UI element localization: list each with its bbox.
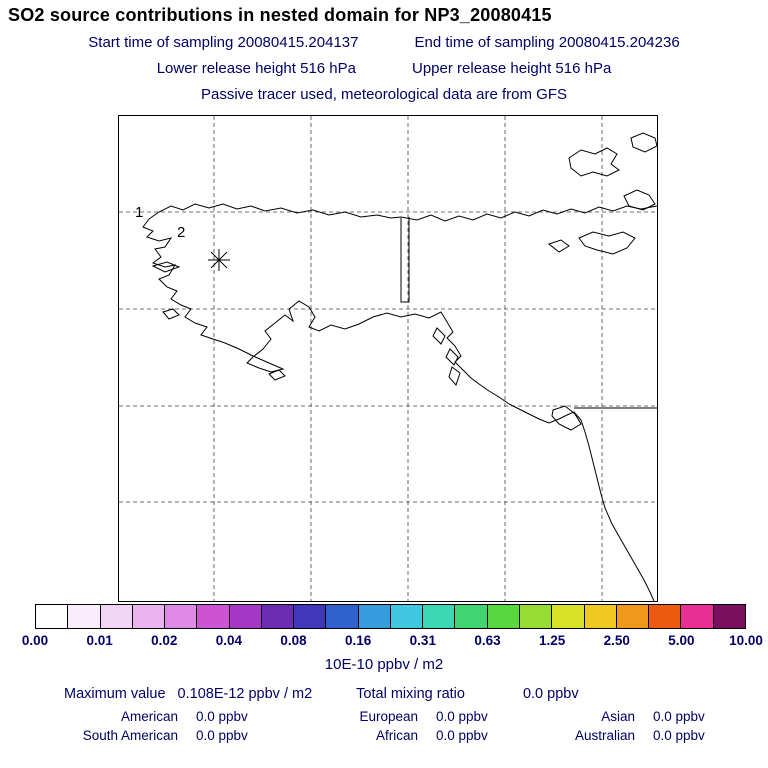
colorbar-tick-label: 0.08: [280, 633, 307, 648]
colorbar-cell: [390, 605, 424, 628]
maximum-value: 0.108E-12 ppbv / m2: [177, 686, 313, 702]
colorbar-tick-label: 0.02: [151, 633, 178, 648]
colorbar-cell: [132, 605, 166, 628]
summary-stats-line: Maximum value 0.108E-12 ppbv / m2 Total mi…: [64, 686, 579, 702]
colorbar-tick-label: 0.00: [21, 633, 49, 648]
colorbar-tick-label: 0.31: [409, 633, 436, 648]
region-label: Asian: [601, 709, 635, 724]
colorbar-ticks: 0.00 0.01 0.02 0.04 0.08 0.16 0.31 0.63 1.25 2.50…: [22, 633, 763, 651]
region-label: American: [120, 709, 178, 724]
release-marker-icon: [208, 249, 230, 271]
map-gridlines: [119, 116, 657, 601]
colorbar-cell: [326, 605, 359, 628]
colorbar-units: 10E-10 ppbv / m2: [324, 656, 444, 673]
release-heights-line: Lower release height 516 hPa Upper relea…: [0, 60, 768, 77]
colorbar-cell: [261, 605, 295, 628]
colorbar-cell: [649, 605, 682, 628]
region-value: 0.0 ppbv: [653, 728, 705, 743]
colorbar-cell: [100, 605, 133, 628]
colorbar-tick-label: 10.00: [729, 633, 763, 648]
region-value: 0.0 ppbv: [436, 709, 488, 724]
colorbar: [35, 604, 746, 629]
colorbar-cell: [423, 605, 456, 628]
colorbar-tick-label: 0.04: [215, 633, 243, 648]
colorbar-cell: [681, 605, 714, 628]
colorbar-tick-label: 0.01: [86, 633, 113, 648]
map-panel: 1 2: [118, 115, 658, 602]
colorbar-cell: [519, 605, 553, 628]
region-value: 0.0 ppbv: [653, 709, 705, 724]
total-mixing-ratio-value: 0.0 ppbv: [522, 686, 579, 702]
colorbar-cell: [294, 605, 327, 628]
tracer-note-text: Passive tracer used, meteorological data…: [201, 86, 567, 103]
colorbar-cell: [584, 605, 617, 628]
colorbar-cell: [197, 605, 230, 628]
tracer-note-line: Passive tracer used, meteorological data…: [0, 86, 768, 103]
colorbar-cell: [68, 605, 101, 628]
colorbar-tick-label: 0.16: [345, 633, 372, 648]
region-value: 0.0 ppbv: [196, 709, 248, 724]
upper-release-text: Upper release height 516 hPa: [412, 60, 612, 77]
plot-title: SO2 source contributions in nested domai…: [8, 5, 552, 25]
sampling-times-line: Start time of sampling 20080415.204137 E…: [0, 34, 768, 51]
colorbar-tick-label: 1.25: [538, 633, 566, 648]
region-label: South American: [82, 728, 178, 743]
region-value: 0.0 ppbv: [436, 728, 488, 743]
coastline-pacific: [142, 218, 655, 601]
release-point-label: 1: [135, 204, 143, 221]
colorbar-cell: [552, 605, 585, 628]
colorbar-tick-label: 5.00: [668, 633, 695, 648]
lower-release-text: Lower release height 516 hPa: [156, 60, 356, 77]
colorbar-tick-label: 2.50: [603, 633, 630, 648]
region-label: African: [375, 728, 418, 743]
islands: [151, 132, 657, 431]
colorbar-cell: [165, 605, 198, 628]
release-point-label: 2: [177, 224, 185, 241]
total-mixing-ratio-label: Total mixing ratio: [356, 686, 465, 702]
colorbar-tick-label: 0.63: [474, 633, 501, 648]
region-label: Australian: [574, 728, 635, 743]
coastline-arctic: [148, 203, 657, 222]
colorbar-cell: [36, 605, 69, 628]
map-plot: 1 2: [119, 116, 657, 601]
region-value: 0.0 ppbv: [196, 728, 248, 743]
colorbar-cell: [358, 605, 391, 628]
border-lines: [400, 217, 657, 409]
end-time-text: End time of sampling 20080415.204236: [414, 34, 680, 51]
start-time-text: Start time of sampling 20080415.204137: [88, 34, 359, 51]
colorbar-cell: [487, 605, 520, 628]
colorbar-cell: [229, 605, 262, 628]
region-label: European: [359, 709, 418, 724]
colorbar-cell: [713, 605, 745, 628]
colorbar-cell: [455, 605, 488, 628]
region-stats: American 0.0 ppbv European 0.0 ppbv Asian 0.0…: [28, 709, 753, 743]
maximum-value-label: Maximum value: [64, 686, 166, 702]
colorbar-cell: [616, 605, 650, 628]
